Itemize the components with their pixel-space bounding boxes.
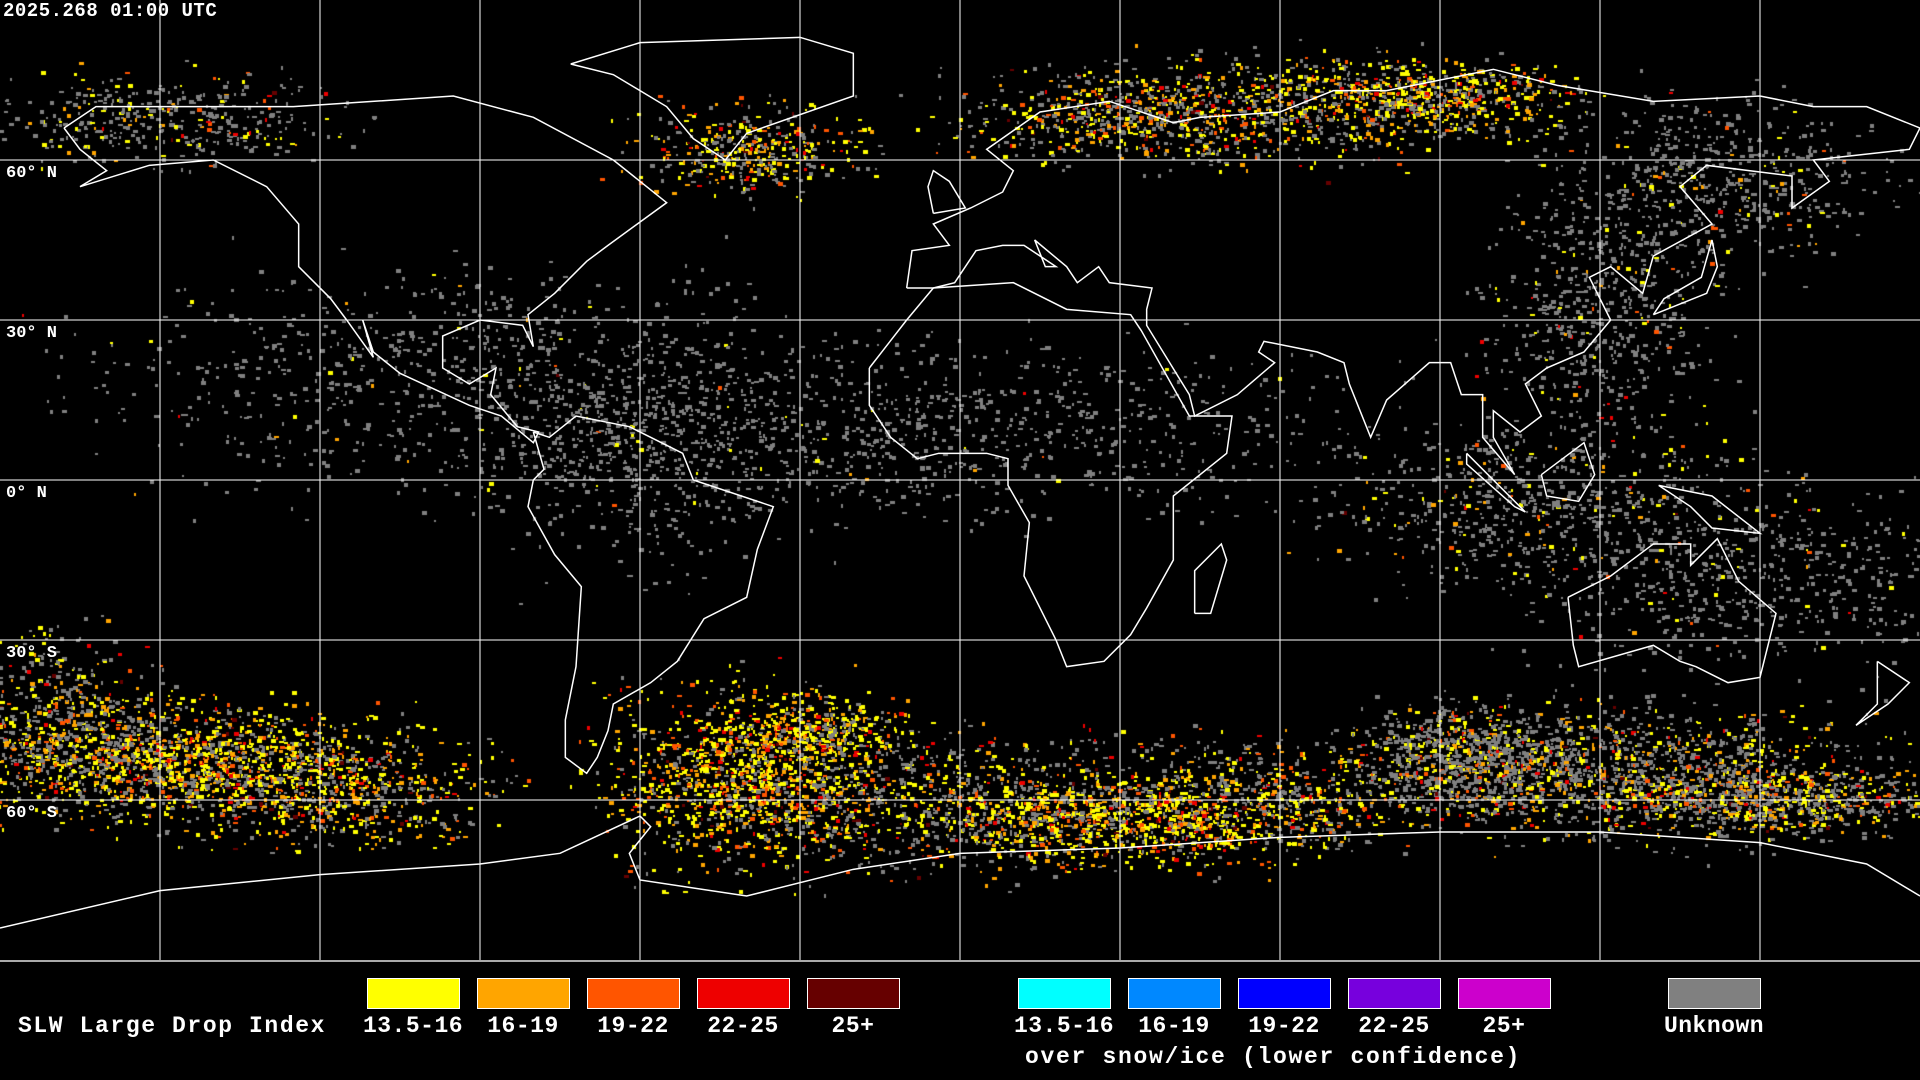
coastline-north-america xyxy=(63,95,668,444)
swatch-snow-22-25 xyxy=(1347,977,1442,1010)
lat-label-0n: 0° N xyxy=(6,484,47,503)
timestamp: 2025.268 01:00 UTC xyxy=(3,0,218,22)
slw-map xyxy=(0,0,1920,960)
label-liquid-19-22: 19-22 xyxy=(597,1013,669,1039)
coastline-borneo xyxy=(1540,441,1596,503)
swatch-unknown xyxy=(1667,977,1762,1010)
coastline-africa xyxy=(868,281,1233,668)
lat-label-30n: 30° N xyxy=(6,324,58,343)
lat-lon-grid xyxy=(0,0,1920,960)
label-liquid-13-16: 13.5-16 xyxy=(362,1013,464,1039)
label-unknown: Unknown xyxy=(1663,1013,1765,1039)
coastline-south-america xyxy=(527,415,775,775)
legend-title: SLW Large Drop Index xyxy=(18,1013,327,1039)
swatch-snow-25plus xyxy=(1457,977,1552,1010)
label-snow-19-22: 19-22 xyxy=(1248,1013,1320,1039)
label-snow-22-25: 22-25 xyxy=(1358,1013,1430,1039)
label-snow-16-19: 16-19 xyxy=(1138,1013,1210,1039)
coastline-australia xyxy=(1567,537,1777,684)
coastline-sumatra xyxy=(1465,452,1526,513)
map-border xyxy=(0,960,1920,962)
label-snow-25plus: 25+ xyxy=(1482,1013,1526,1039)
swatch-snow-19-22 xyxy=(1237,977,1332,1010)
coastline-japan xyxy=(1652,239,1719,316)
coastline-antarctica xyxy=(0,815,1920,929)
swatch-snow-13-16 xyxy=(1017,977,1112,1010)
snow-ice-caption: over snow/ice (lower confidence) xyxy=(1025,1044,1522,1070)
swatch-liquid-16-19 xyxy=(476,977,571,1010)
coastline-eurasia xyxy=(905,68,1920,476)
coastline-madagascar xyxy=(1193,542,1228,615)
swatch-liquid-13-16 xyxy=(366,977,461,1010)
swatch-liquid-22-25 xyxy=(696,977,791,1010)
swatch-liquid-19-22 xyxy=(586,977,681,1010)
coastline-great-britain xyxy=(927,169,967,215)
label-liquid-16-19: 16-19 xyxy=(487,1013,559,1039)
swatch-snow-16-19 xyxy=(1127,977,1222,1010)
label-liquid-25plus: 25+ xyxy=(831,1013,875,1039)
map-overlay xyxy=(0,0,1920,960)
lat-label-60s: 60° S xyxy=(6,804,58,823)
swatch-liquid-25plus xyxy=(806,977,901,1010)
label-snow-13-16: 13.5-16 xyxy=(1013,1013,1115,1039)
coastlines xyxy=(0,36,1920,929)
coastline-new-guinea xyxy=(1658,484,1763,535)
lat-label-30s: 30° S xyxy=(6,644,58,663)
coastline-new-zealand xyxy=(1855,660,1911,726)
coastline-greenland xyxy=(570,36,855,162)
lat-label-60n: 60° N xyxy=(6,164,58,183)
label-liquid-22-25: 22-25 xyxy=(707,1013,779,1039)
